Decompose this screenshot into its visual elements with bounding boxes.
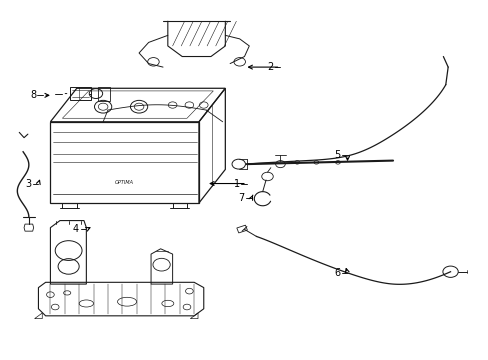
Text: 3: 3 <box>25 179 31 189</box>
Text: 8: 8 <box>30 90 36 100</box>
Text: OPTIMA: OPTIMA <box>115 180 134 185</box>
Text: 6: 6 <box>333 269 340 279</box>
Text: 2: 2 <box>266 62 273 72</box>
Text: 7: 7 <box>238 193 244 203</box>
Text: 4: 4 <box>73 224 79 234</box>
Text: 1: 1 <box>233 179 239 189</box>
Text: 5: 5 <box>333 150 340 160</box>
